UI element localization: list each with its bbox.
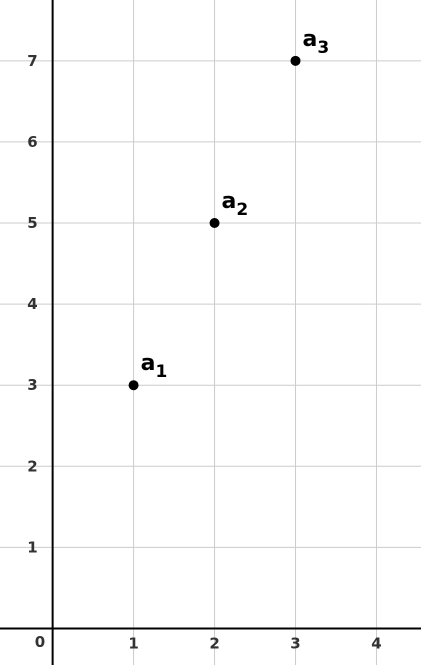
y-tick-label-1: 1 (27, 538, 37, 556)
y-tick-label-7: 7 (27, 52, 37, 70)
x-tick-label-3: 3 (290, 635, 300, 653)
x-tick-label-2: 2 (209, 635, 219, 653)
data-points: a1 a2 a3 (128, 27, 330, 391)
y-tick-label-4: 4 (27, 295, 37, 313)
point-label-a1: a1 (141, 351, 168, 382)
x-tick-label-4: 4 (371, 635, 381, 653)
y-tick-label-5: 5 (27, 214, 37, 232)
y-tick-label-6: 6 (27, 133, 37, 151)
point-label-a2: a2 (222, 189, 249, 220)
y-tick-label-3: 3 (27, 376, 37, 394)
data-point-a3 (290, 55, 301, 66)
y-tick-label-2: 2 (27, 457, 37, 475)
data-point-a1 (128, 380, 139, 391)
point-label-a3: a3 (303, 27, 330, 58)
tick-labels: 0 1 2 3 4 1 2 3 4 5 6 7 (27, 52, 382, 653)
origin-label: 0 (35, 633, 45, 651)
x-tick-label-1: 1 (128, 635, 138, 653)
data-point-a2 (209, 218, 220, 229)
